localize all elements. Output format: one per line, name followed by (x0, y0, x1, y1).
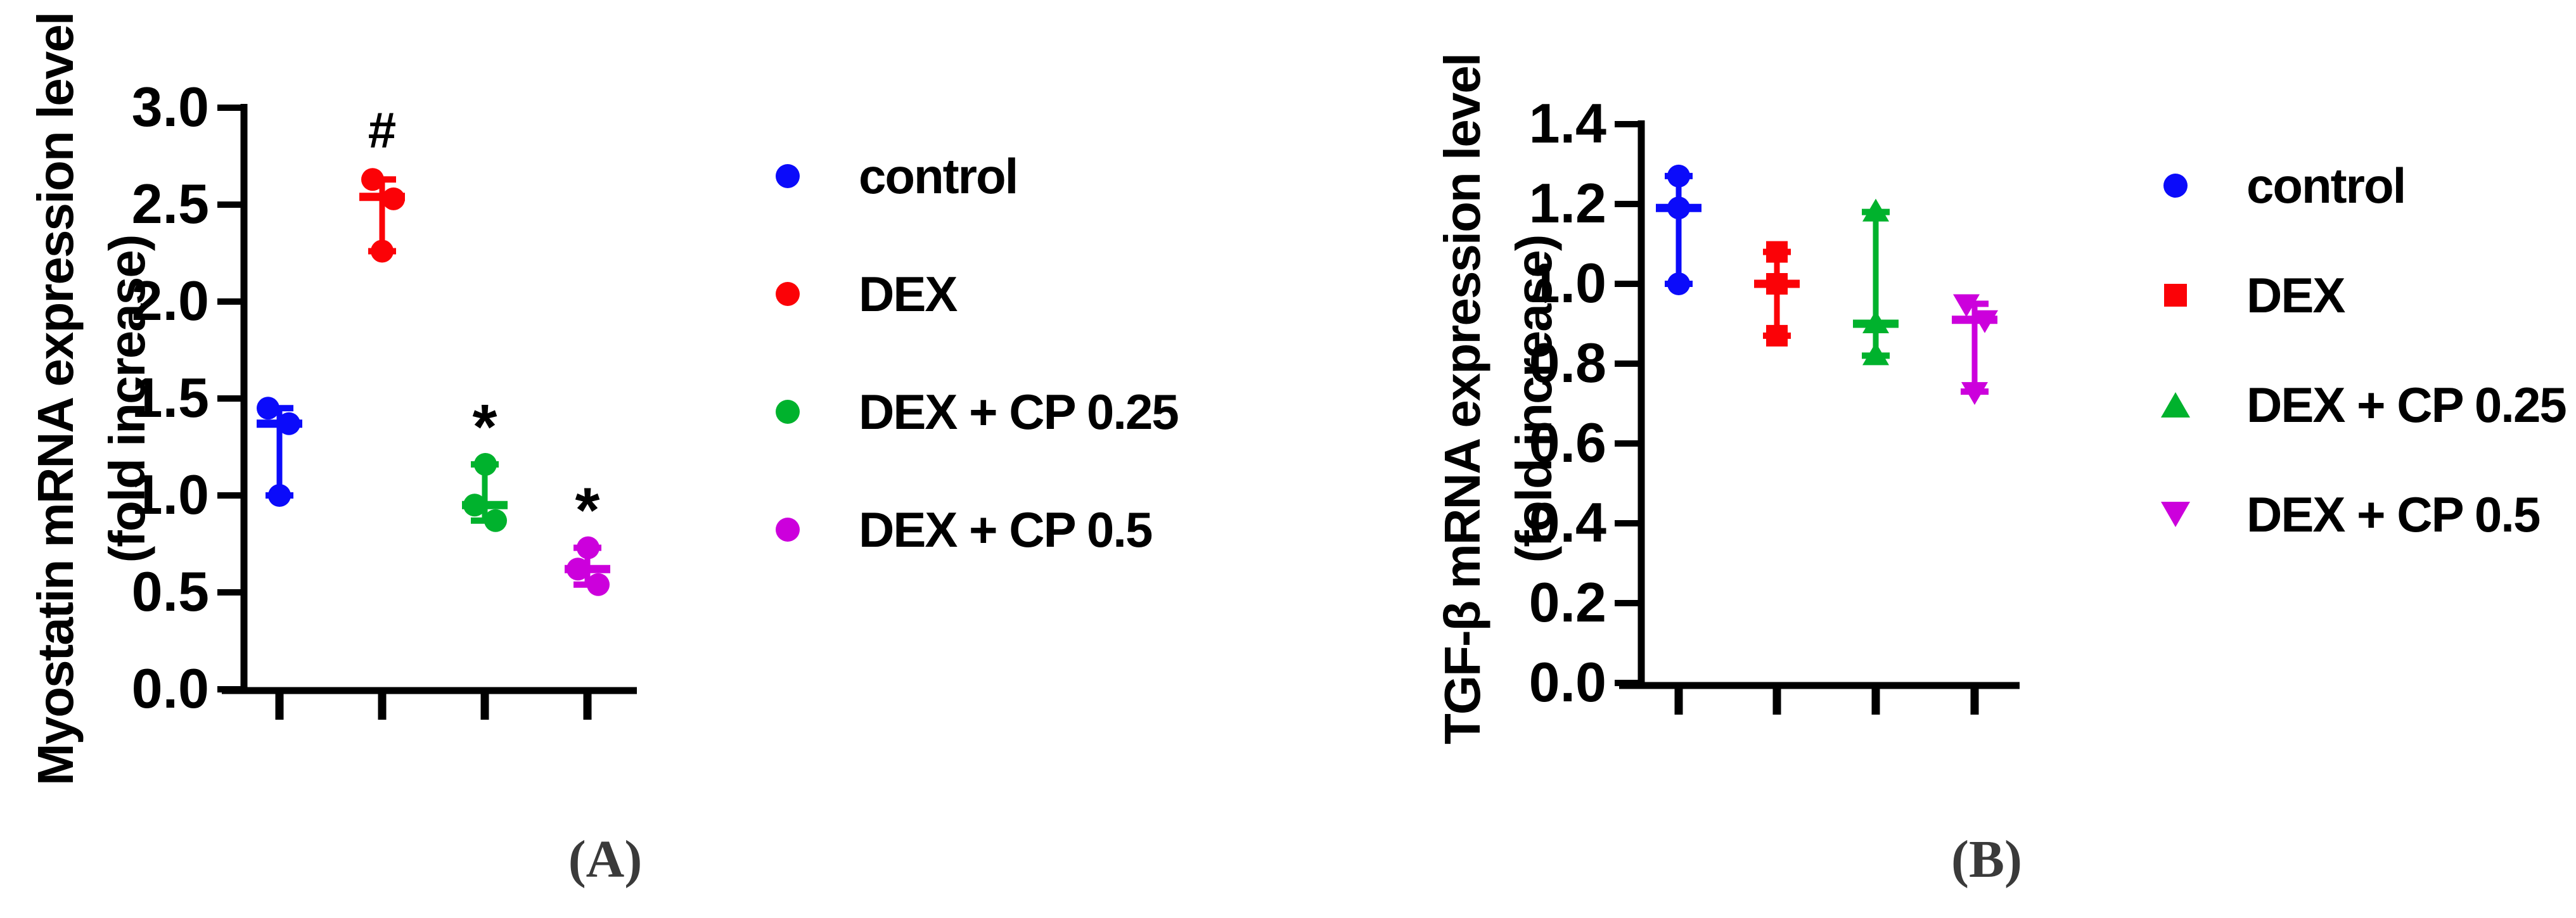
data-point (484, 509, 507, 532)
data-point (278, 412, 300, 435)
legend-item: DEX + CP 0.25 (764, 372, 1179, 452)
panel-b-y-axis-label-line2: (fold increase) (1506, 235, 1562, 563)
data-point (587, 573, 610, 596)
data-point (382, 187, 405, 210)
legend-triangle-down-icon (2160, 502, 2190, 527)
legend-marker-box (2151, 284, 2199, 307)
legend-circle-icon (775, 518, 800, 542)
legend-item: control (764, 136, 1178, 216)
legend-triangle-up-icon (2160, 392, 2190, 418)
legend-label: DEX + CP 0.5 (859, 501, 1153, 558)
data-point (577, 536, 599, 559)
panel-b-y-tick-label: 0.8 (1529, 331, 1606, 394)
series-dex-cp-0-5-a: * (565, 475, 610, 596)
legend-item: DEX + CP 0.5 (764, 490, 1178, 570)
panel-b-y-tick-label: 1.4 (1529, 92, 1606, 155)
data-point (1766, 324, 1788, 347)
legend-item: DEX + CP 0.25 (2151, 365, 2567, 445)
data-point (1961, 382, 1988, 405)
data-point (1667, 164, 1690, 188)
data-point (1667, 196, 1690, 220)
legend-circle-icon (775, 282, 800, 306)
series-dex-a: # (359, 102, 405, 263)
legend-label: DEX + CP 0.25 (2246, 376, 2567, 433)
data-point (361, 168, 384, 191)
panel-a-y-tick-label: 1.5 (132, 366, 209, 429)
legend-marker-box (764, 400, 811, 424)
series-dex-b (1754, 241, 1800, 347)
panel-b-y-tick-label: 1.0 (1529, 252, 1606, 314)
legend-label: DEX (2246, 267, 2345, 323)
data-point (463, 494, 486, 517)
panel-b-y-tick-label: 0.4 (1529, 491, 1606, 554)
significance-marker: * (575, 475, 600, 546)
panel-a-caption: (A) (568, 830, 643, 889)
panel-b-legend: control DEX DEX + CP 0.25 DEX + CP 0.5 (2151, 146, 2567, 584)
series-control-a (257, 397, 302, 507)
legend-marker-box (764, 518, 811, 542)
data-point (1862, 310, 1889, 333)
legend-marker-box (2151, 174, 2199, 198)
panel-a-y-tick-label: 2.5 (132, 172, 209, 235)
panel-a-legend: control DEX DEX + CP 0.25 DEX + CP 0.5 (764, 136, 1179, 608)
panel-a-y-tick-label: 2.0 (132, 269, 209, 332)
legend-circle-icon (775, 164, 800, 188)
data-point (567, 558, 589, 581)
data-point (1953, 294, 1980, 317)
data-point (1862, 342, 1889, 366)
significance-marker: # (368, 102, 397, 158)
data-point (1971, 310, 1998, 333)
legend-square-icon (2163, 284, 2187, 307)
legend-label: DEX (859, 265, 958, 322)
legend-circle-icon (775, 400, 800, 424)
data-point (1862, 198, 1889, 222)
data-point (371, 239, 394, 263)
panel-b-caption: (B) (1951, 830, 2022, 889)
panel-a-y-tick-label: 3.0 (132, 75, 209, 138)
series-dex-cp-0-25-a: * (462, 392, 508, 532)
series-dex-cp-0-5-b (1952, 294, 1998, 405)
legend-label: control (2246, 157, 2406, 214)
data-point (257, 397, 279, 420)
data-point (474, 453, 497, 476)
panel-a-y-tick-label: 0.0 (132, 657, 209, 720)
legend-item: DEX + CP 0.5 (2151, 475, 2566, 554)
panel-b-y-axis-label-line1: TGF-β mRNA expression level (1434, 54, 1490, 744)
legend-marker-box (764, 164, 811, 188)
panel-b-y-tick-label: 0.0 (1529, 651, 1606, 713)
data-point (1766, 241, 1788, 263)
significance-marker: * (473, 392, 497, 462)
panel-a-y-axis-label-line2: (fold increase) (99, 235, 155, 563)
series-control-b (1656, 164, 1701, 295)
legend-label: DEX + CP 0.25 (859, 383, 1179, 440)
data-point (1667, 272, 1690, 295)
legend-marker-box (764, 282, 811, 306)
data-point (268, 484, 291, 507)
panel-a-y-tick-label: 0.5 (132, 560, 209, 623)
panel-b-y-tick-label: 0.6 (1529, 411, 1606, 474)
panel-a-y-axis-label: Myostatin mRNA expression level (fold in… (20, 0, 163, 811)
legend-label: control (859, 148, 1018, 204)
legend-label: DEX + CP 0.5 (2246, 486, 2541, 542)
series-dex-cp-0-25-b (1853, 198, 1899, 366)
legend-item: control (2151, 146, 2566, 226)
panel-b-y-tick-label: 0.2 (1529, 571, 1606, 634)
legend-marker-box (2151, 502, 2199, 527)
panel-b-y-tick-label: 1.2 (1529, 172, 1606, 234)
panel-a-y-axis-label-line1: Myostatin mRNA expression level (27, 13, 84, 786)
panel-b-y-axis-label: TGF-β mRNA expression level (fold increa… (1426, 0, 1570, 811)
legend-item: DEX (2151, 255, 2566, 335)
data-point (1766, 273, 1788, 295)
legend-circle-icon (2163, 174, 2188, 198)
legend-marker-box (2151, 392, 2199, 418)
legend-item: DEX (764, 254, 1178, 334)
panel-a-y-tick-label: 1.0 (132, 463, 209, 526)
